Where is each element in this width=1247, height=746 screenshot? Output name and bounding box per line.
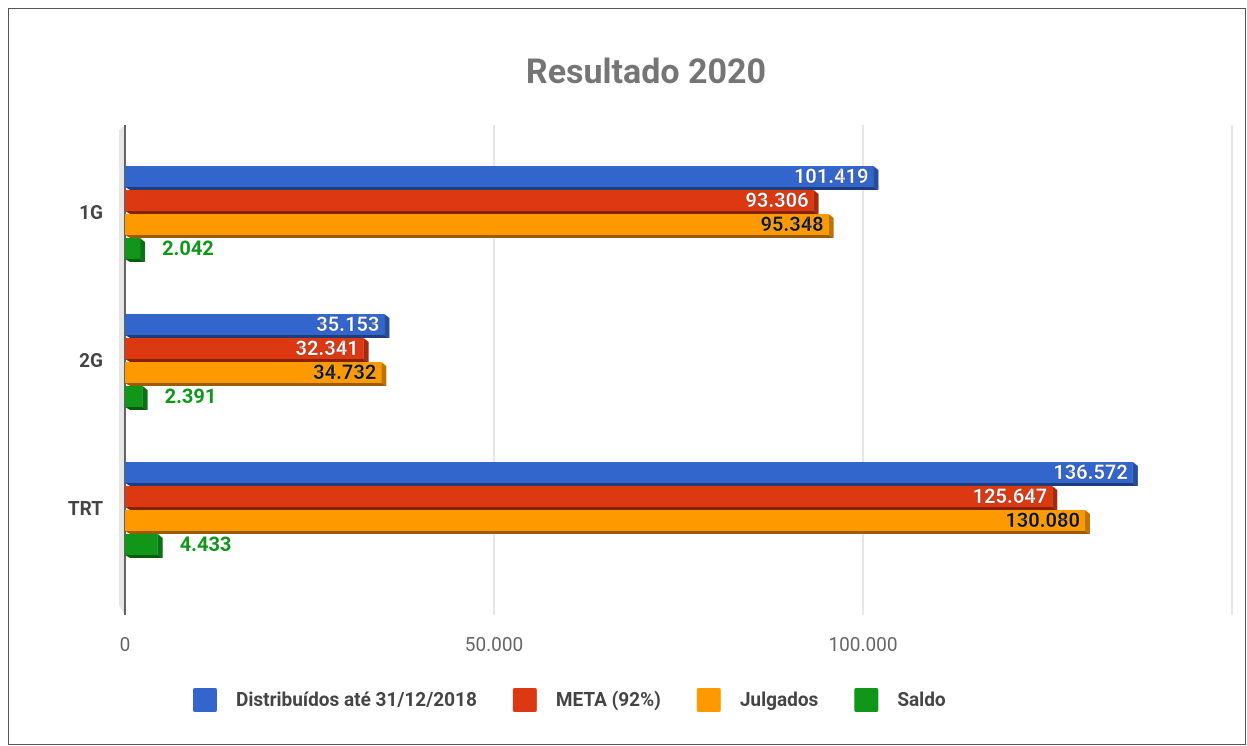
bar-side <box>363 338 369 362</box>
legend-swatch <box>193 688 217 712</box>
data-label: 2.042 <box>162 236 214 260</box>
axis-wall <box>119 125 125 615</box>
bar-side <box>828 214 834 238</box>
bar-side <box>1052 486 1058 510</box>
legend-label: Distribuídos até 31/12/2018 <box>236 688 477 711</box>
data-label: 32.341 <box>295 336 358 360</box>
bar <box>125 486 1053 507</box>
bar <box>125 534 158 555</box>
y-tick-label: 1G <box>79 201 103 224</box>
bar-bottom <box>125 407 148 410</box>
bar <box>125 338 364 359</box>
data-label: 130.080 <box>1005 508 1080 532</box>
legend-swatch <box>854 688 879 712</box>
bar <box>125 166 874 187</box>
bar-side <box>157 534 163 558</box>
legend-label: Julgados <box>740 688 819 711</box>
bar-bottom <box>125 507 1058 510</box>
data-label: 34.732 <box>313 360 376 384</box>
x-tick-label: 100.000 <box>828 633 897 656</box>
bar <box>125 214 829 235</box>
bar <box>125 190 814 211</box>
bar-side <box>384 314 390 338</box>
chart-title: Resultado 2020 <box>526 52 766 92</box>
legend-swatch <box>512 688 537 712</box>
bar-side <box>1132 462 1138 486</box>
bar-bottom <box>125 531 1090 534</box>
bar <box>125 314 385 335</box>
data-label: 125.647 <box>973 484 1048 508</box>
bar-bottom <box>125 359 369 362</box>
bar <box>125 362 382 383</box>
bar-side <box>1084 510 1090 534</box>
bar-bottom <box>125 211 819 214</box>
legend-label: Saldo <box>897 688 946 711</box>
bar-bottom <box>125 235 834 238</box>
bar <box>125 462 1133 483</box>
y-tick-label: 2G <box>79 349 103 372</box>
data-label: 93.306 <box>745 188 808 212</box>
legend-swatch <box>696 688 721 712</box>
bar-bottom <box>125 187 879 190</box>
bar-side <box>381 362 387 386</box>
data-label: 35.153 <box>316 312 379 336</box>
bar <box>125 238 141 259</box>
bar-side <box>140 238 146 262</box>
bar-side <box>873 166 879 190</box>
data-label: 2.391 <box>165 384 217 408</box>
bar-bottom <box>125 383 387 386</box>
bar <box>125 510 1085 531</box>
bar <box>125 386 143 407</box>
bar-side <box>142 386 148 410</box>
bar-bottom <box>125 483 1138 486</box>
data-label: 95.348 <box>760 212 823 236</box>
bar-bottom <box>125 555 163 558</box>
x-tick-label: 0 <box>120 633 131 656</box>
bar-bottom <box>125 335 390 338</box>
x-tick-label: 50.000 <box>465 633 523 656</box>
legend-label: META (92%) <box>556 688 661 711</box>
data-label: 136.572 <box>1053 460 1128 484</box>
y-tick-label: TRT <box>68 497 103 520</box>
data-label: 4.433 <box>180 532 232 556</box>
bar-side <box>813 190 819 214</box>
data-label: 101.419 <box>794 164 869 188</box>
bar-bottom <box>125 259 146 262</box>
